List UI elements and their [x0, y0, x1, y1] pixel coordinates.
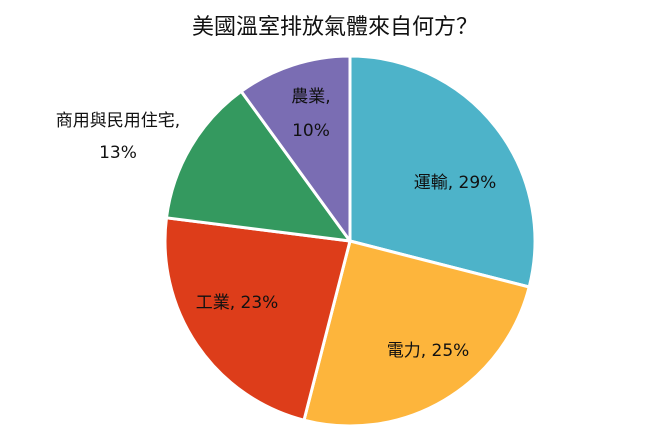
slice-residential [164, 89, 352, 243]
slice-transport [348, 54, 537, 289]
slice-label-industry: 工業, 23% [196, 293, 279, 313]
slice-label-transport: 運輸, 29% [414, 173, 497, 193]
chart-title: 美國溫室排放氣體來自何方？ [192, 15, 478, 40]
pie-slices [163, 54, 537, 428]
slice-label-agriculture-value: 10% [292, 121, 330, 141]
slice-electricity [302, 239, 531, 428]
slice-industry [163, 216, 352, 422]
slice-label-agriculture-name: 農業, [291, 87, 330, 107]
slice-label-residential-name: 商用與民用住宅, [56, 111, 180, 131]
slice-agriculture [239, 54, 352, 243]
slice-label-electricity: 電力, 25% [387, 341, 470, 361]
slice-label-residential-value: 13% [99, 143, 137, 163]
